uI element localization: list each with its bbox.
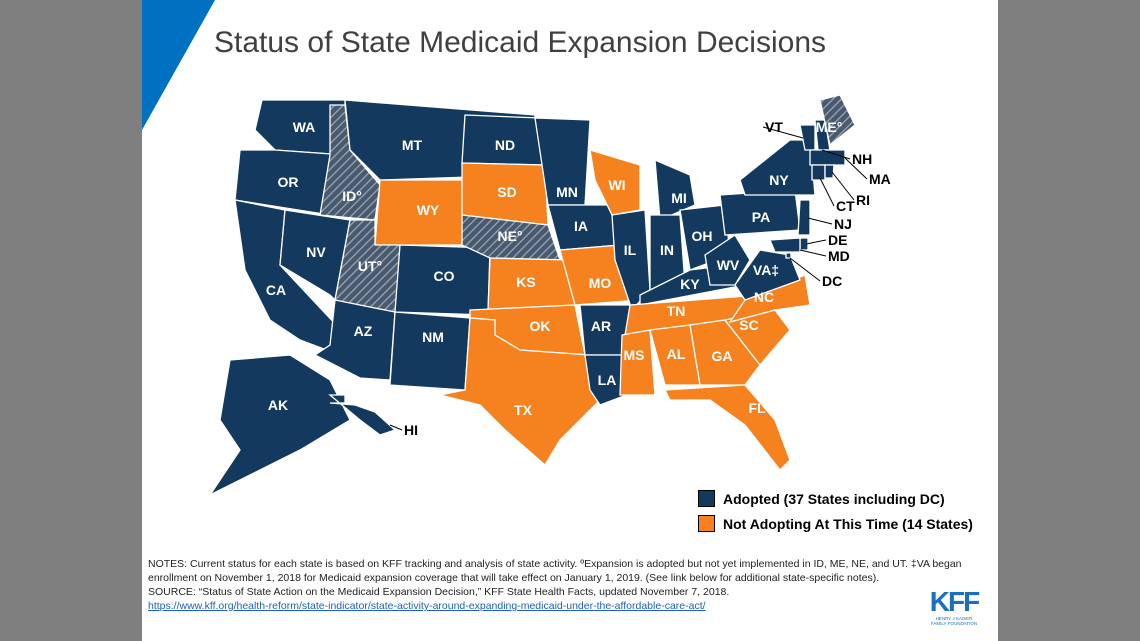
page-title: Status of State Medicaid Expansion Decis… bbox=[214, 26, 826, 59]
state-label-sd: SD bbox=[497, 184, 516, 200]
leader-line bbox=[807, 217, 833, 225]
leader-line bbox=[789, 257, 821, 282]
not-adopting-swatch bbox=[698, 515, 715, 532]
state-label-mt: MT bbox=[402, 137, 423, 153]
state-ga bbox=[689, 319, 761, 386]
state-label-nm: NM bbox=[422, 329, 444, 345]
legend-label: Adopted (37 States including DC) bbox=[723, 490, 945, 507]
source-link[interactable]: https://www.kff.org/health-reform/state-… bbox=[148, 600, 706, 612]
state-label-ne: NE° bbox=[497, 228, 522, 244]
state-nj bbox=[797, 199, 811, 236]
leader-line bbox=[821, 149, 851, 160]
state-label-vt: VT bbox=[765, 119, 783, 135]
state-hi bbox=[328, 394, 397, 436]
state-label-mi: MI bbox=[671, 190, 687, 206]
state-label-hi: HI bbox=[404, 422, 418, 438]
state-label-ia: IA bbox=[574, 218, 588, 234]
state-ms bbox=[619, 329, 656, 396]
state-mi bbox=[654, 158, 696, 221]
state-label-ca: CA bbox=[266, 282, 286, 298]
state-label-oh: OH bbox=[692, 228, 713, 244]
state-label-ar: AR bbox=[591, 318, 611, 334]
state-label-nj: NJ bbox=[834, 216, 852, 232]
state-tx bbox=[439, 317, 601, 467]
state-label-tn: TN bbox=[667, 303, 686, 319]
state-label-nd: ND bbox=[495, 137, 515, 153]
legend-item-adopted: Adopted (37 States including DC) bbox=[698, 490, 973, 507]
legend-item-not-adopting: Not Adopting At This Time (14 States) bbox=[698, 515, 973, 532]
us-map: WA OR CA NV ID° MT WY UT° CO AZ NM ND SD NE° KS OK TX MN I… bbox=[208, 94, 891, 497]
state-label-in: IN bbox=[660, 242, 674, 258]
state-label-ky: KY bbox=[680, 276, 700, 292]
state-label-wi: WI bbox=[608, 177, 625, 193]
state-label-al: AL bbox=[667, 346, 686, 362]
state-label-ms: MS bbox=[624, 347, 645, 363]
state-label-il: IL bbox=[624, 242, 637, 258]
notes-text: NOTES: Current status for each state is … bbox=[148, 558, 962, 584]
state-md bbox=[769, 237, 801, 253]
state-label-nv: NV bbox=[306, 244, 326, 260]
source-text: SOURCE: “Status of State Action on the M… bbox=[148, 586, 730, 598]
corner-accent bbox=[142, 0, 215, 130]
state-label-ct: CT bbox=[836, 198, 855, 214]
state-label-dc: DC bbox=[822, 273, 842, 289]
state-label-mo: MO bbox=[589, 275, 612, 291]
state-label-wy: WY bbox=[417, 202, 440, 218]
leader-line bbox=[762, 126, 804, 139]
leader-line bbox=[389, 424, 403, 431]
state-label-ga: GA bbox=[712, 348, 733, 364]
state-label-wa: WA bbox=[293, 119, 316, 135]
state-label-ny: NY bbox=[769, 172, 789, 188]
slide: Status of State Medicaid Expansion Decis… bbox=[142, 0, 998, 641]
state-fl bbox=[663, 384, 791, 471]
state-label-ks: KS bbox=[516, 274, 535, 290]
state-label-ri: RI bbox=[856, 192, 870, 208]
leader-line bbox=[831, 171, 855, 201]
state-label-va: VA‡ bbox=[753, 262, 779, 278]
state-label-ak: AK bbox=[268, 397, 288, 413]
state-ak bbox=[208, 354, 351, 497]
leader-line bbox=[819, 177, 835, 207]
state-nm bbox=[389, 311, 471, 391]
state-label-fl: FL bbox=[748, 400, 766, 416]
state-label-nh: NH bbox=[852, 151, 872, 167]
state-label-or: OR bbox=[278, 174, 299, 190]
state-ma bbox=[809, 149, 846, 166]
leader-line bbox=[799, 249, 827, 257]
state-wv bbox=[704, 234, 751, 286]
state-nv bbox=[279, 209, 351, 302]
state-label-ma: MA bbox=[869, 171, 891, 187]
leader-line bbox=[805, 239, 827, 245]
state-label-de: DE bbox=[828, 232, 847, 248]
notes: NOTES: Current status for each state is … bbox=[148, 557, 988, 613]
state-me bbox=[819, 94, 856, 147]
state-label-wv: WV bbox=[717, 257, 740, 273]
state-label-me: ME° bbox=[816, 119, 843, 135]
state-label-az: AZ bbox=[354, 323, 373, 339]
state-label-id: ID° bbox=[342, 188, 362, 204]
state-label-ok: OK bbox=[530, 318, 551, 334]
state-label-pa: PA bbox=[752, 209, 770, 225]
legend-label: Not Adopting At This Time (14 States) bbox=[723, 515, 973, 532]
state-va bbox=[734, 249, 801, 301]
kff-logo: KFF HENRY J KAISER FAMILY FOUNDATION bbox=[929, 586, 980, 627]
state-label-ut: UT° bbox=[358, 258, 382, 274]
state-label-la: LA bbox=[598, 372, 617, 388]
state-label-co: CO bbox=[434, 268, 455, 284]
leader-line bbox=[844, 157, 868, 180]
legend: Adopted (37 States including DC) Not Ado… bbox=[698, 490, 973, 540]
state-label-nc: NC bbox=[754, 289, 774, 305]
state-dc bbox=[785, 252, 792, 259]
state-label-sc: SC bbox=[739, 317, 758, 333]
state-ri bbox=[824, 164, 835, 179]
state-label-mn: MN bbox=[556, 184, 578, 200]
state-label-tx: TX bbox=[514, 402, 533, 418]
state-ct bbox=[811, 164, 826, 181]
adopted-swatch bbox=[698, 490, 715, 507]
state-label-md: MD bbox=[828, 248, 850, 264]
